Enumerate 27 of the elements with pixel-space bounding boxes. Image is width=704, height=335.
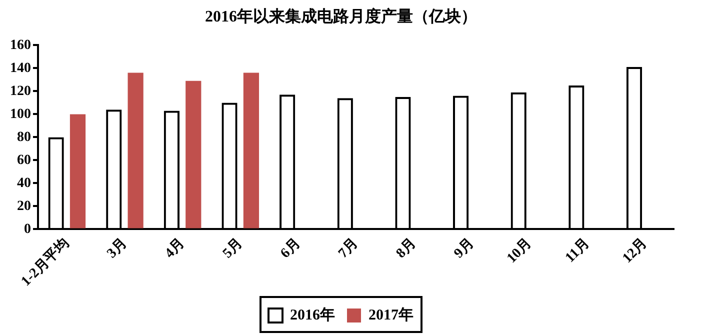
x-tick-label: 10月 [504, 236, 535, 266]
x-tick-label: 7月 [336, 236, 362, 262]
x-tick-label: 5月 [220, 236, 246, 262]
x-tick-label: 4月 [162, 236, 188, 262]
y-tick-label: 80 [17, 130, 31, 145]
y-tick-label: 100 [10, 106, 31, 122]
y-tick-label: 120 [10, 84, 31, 99]
y-tick-label: 40 [17, 176, 31, 191]
x-tick-label: 12月 [620, 236, 650, 266]
bar [186, 80, 202, 228]
y-tick-label: 20 [17, 198, 31, 214]
x-tick-label: 1-2月平均 [18, 235, 72, 290]
x-tick-label: 9月 [452, 236, 478, 262]
x-tick-label: 3月 [104, 236, 130, 262]
bar [243, 72, 260, 228]
x-tick-label: 11月 [562, 236, 593, 266]
legend-label: 2016年 [290, 306, 335, 324]
y-tick-label: 0 [24, 222, 31, 237]
legend-label: 2017年 [368, 306, 414, 324]
chart-title: 2016年以来集成电路月度产量（亿块） [205, 6, 477, 26]
x-tick-label: 8月 [394, 236, 420, 262]
y-tick-label: 140 [10, 60, 31, 76]
bar [128, 72, 144, 228]
x-tick-label: 6月 [278, 236, 304, 262]
y-tick-label: 160 [10, 38, 31, 53]
bar [70, 114, 86, 228]
y-tick-label: 60 [17, 152, 31, 168]
